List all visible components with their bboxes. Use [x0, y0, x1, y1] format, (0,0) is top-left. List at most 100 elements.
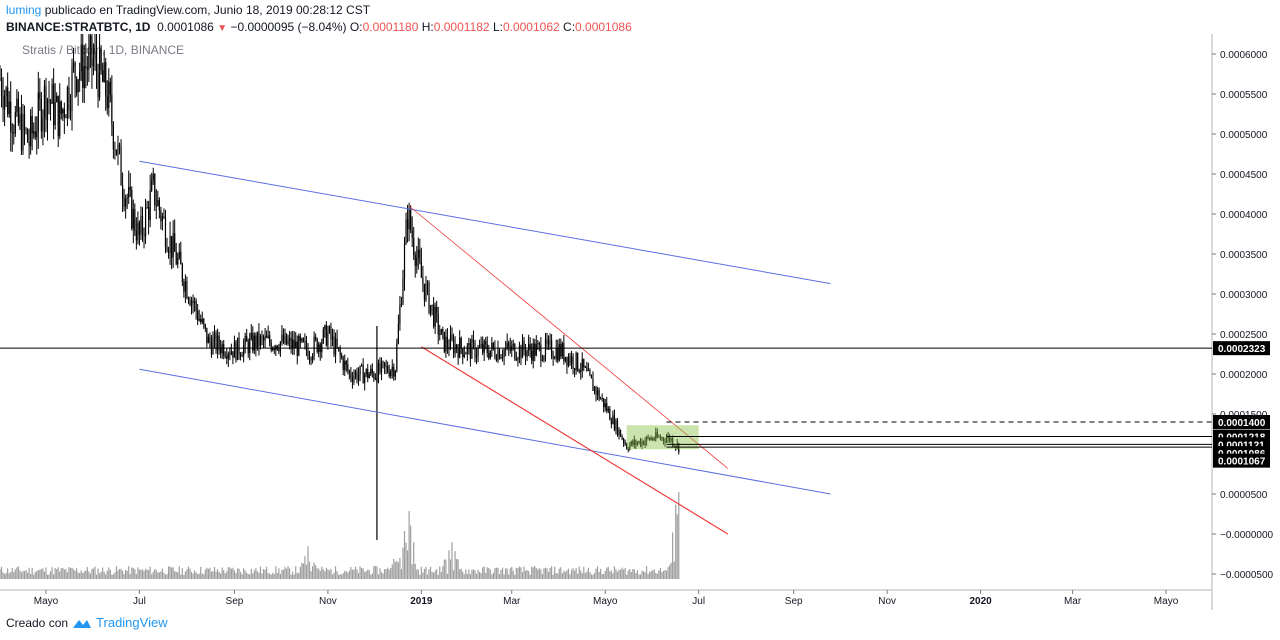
tradingview-brand-link[interactable]: TradingView [96, 615, 168, 630]
candle-body [171, 236, 173, 258]
candle-body [618, 429, 620, 436]
chart-area[interactable]: Stratis / Bitcoin, 1D, BINANCE 0.0002323… [0, 19, 1280, 610]
candle-body [394, 371, 396, 377]
price-axis[interactable]: 0.0006000 0.0005500 0.0005000 0.0004500 0.00… [1212, 50, 1274, 581]
candle-body [655, 432, 657, 440]
volume-bar [46, 574, 49, 579]
candle-body [169, 236, 171, 253]
candle-body [11, 132, 13, 133]
candle-body [8, 101, 10, 115]
y-tick-label: 0.0006000 [1220, 50, 1268, 61]
volume-bar [318, 568, 320, 579]
candle-body [53, 84, 55, 126]
candle-body [465, 353, 467, 355]
time-axis[interactable]: Mayo Jul Sep Nov 2019 Mar Mayo Jul Sep Nov 2020 Mar… [34, 590, 1179, 607]
volume-bar [7, 568, 9, 579]
candle-body [512, 344, 514, 346]
candle-body [563, 343, 565, 361]
candle-body [267, 335, 269, 338]
candle-body [583, 358, 585, 368]
volume-bar [630, 571, 632, 579]
candle-body [330, 326, 332, 340]
volume-bar [146, 569, 148, 579]
candle-body [661, 437, 663, 439]
candle-body [313, 336, 315, 356]
plot-background [0, 34, 1212, 610]
volume-bar [379, 568, 381, 579]
volume-bar [290, 574, 292, 579]
candle-body [152, 173, 154, 181]
volume-bar [460, 568, 462, 579]
volume-bar [399, 557, 401, 579]
volume-bar [210, 571, 213, 579]
x-tick-label: Jul [133, 596, 146, 607]
candle-body [494, 348, 496, 358]
volume-bar [633, 569, 635, 579]
volume-bar [163, 572, 165, 579]
volume-bar [37, 570, 39, 579]
price-chart[interactable]: Stratis / Bitcoin, 1D, BINANCE 0.0002323… [0, 19, 1280, 610]
candle-body [37, 92, 39, 132]
volume-bar [581, 573, 583, 579]
volume-bar [534, 566, 536, 579]
candle-body [646, 436, 648, 442]
volume-bar [20, 572, 23, 579]
volume-bar [554, 566, 556, 579]
volume-bar [92, 568, 95, 579]
volume-bar [105, 574, 107, 579]
volume-bar [57, 567, 59, 579]
volume-bar [138, 569, 141, 579]
volume-bar [368, 569, 370, 579]
volume-bar [552, 574, 554, 579]
volume-bar [331, 574, 334, 579]
candle-body [595, 387, 597, 395]
candle-body [224, 355, 226, 357]
candle-body [192, 300, 194, 304]
price-badge-label: 0.0001067 [1218, 457, 1266, 468]
candle-body [302, 338, 304, 342]
candle-body [492, 342, 494, 349]
candle-body [259, 336, 262, 347]
candle-body [480, 343, 482, 347]
candle-body [7, 87, 9, 115]
candle-body [218, 335, 220, 348]
volume-bar [538, 568, 540, 579]
candle-body [547, 340, 550, 345]
candle-body [339, 348, 341, 356]
candle-body [428, 283, 430, 313]
candle-body [503, 349, 505, 357]
candle-body [315, 336, 317, 339]
candle-body [676, 443, 678, 448]
volume-bar [218, 571, 220, 579]
candle-body [520, 346, 522, 359]
candle-body [443, 331, 445, 352]
volume-bar [564, 571, 566, 579]
candle-body [172, 233, 174, 258]
candle-body [95, 51, 98, 73]
candle-body [623, 438, 625, 443]
candle-body [177, 257, 179, 265]
volume-bar [573, 570, 576, 579]
volume-bar [615, 569, 617, 579]
candle-body [373, 373, 375, 380]
volume-bar [661, 572, 663, 579]
volume-bar [80, 570, 82, 579]
candle-body [276, 345, 278, 350]
candle-body [325, 325, 327, 346]
volume-bar [262, 569, 265, 579]
candle-body [672, 438, 674, 446]
volume-bar [31, 567, 33, 579]
candle-body [221, 344, 223, 354]
candle-body [668, 435, 671, 441]
volume-bar [295, 566, 297, 579]
author-link[interactable]: luming [6, 3, 42, 17]
volume-bar [266, 566, 268, 579]
candle-body [85, 66, 87, 68]
high-value: 0.0001182 [433, 20, 490, 34]
volume-bar [85, 570, 87, 579]
volume-bar [129, 574, 131, 579]
volume-bar [371, 573, 373, 579]
volume-bar [587, 567, 589, 579]
volume-bar [610, 570, 612, 579]
candle-body [100, 49, 102, 71]
